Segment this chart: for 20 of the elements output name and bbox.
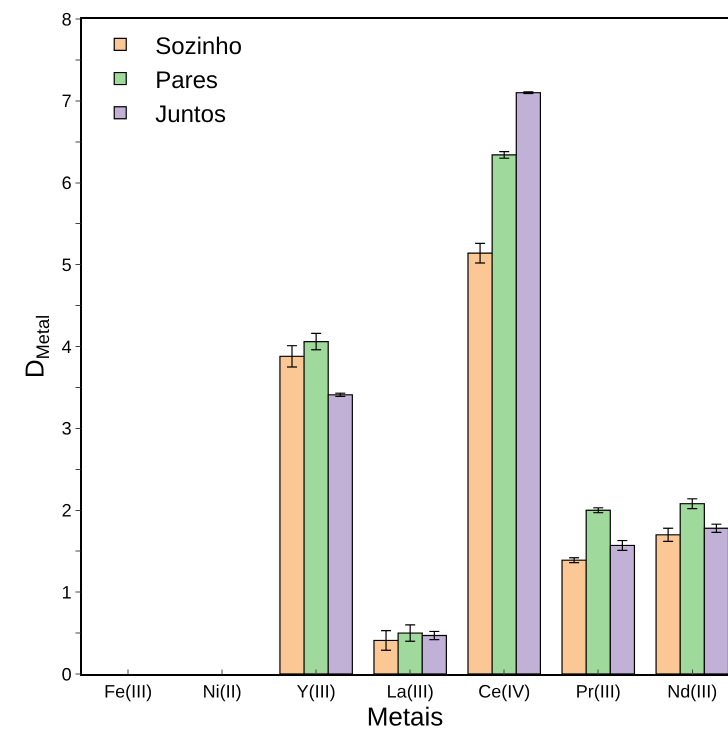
legend-label: Pares	[155, 66, 218, 94]
x-axis-title: Metais	[366, 701, 444, 732]
y-tick-label: 4	[62, 336, 72, 357]
y-tick-label: 7	[62, 91, 72, 112]
y-tick-label: 2	[62, 500, 72, 521]
x-tick-label: Y(III)	[296, 681, 336, 702]
y-tick-label: 6	[62, 173, 72, 194]
x-tick-label: La(III)	[386, 681, 434, 702]
x-tick-label: Nd(III)	[667, 681, 718, 702]
y-tick-label: 0	[62, 664, 72, 684]
x-tick-label: Ni(II)	[202, 681, 242, 702]
legend-label: Juntos	[155, 101, 226, 128]
y-tick-label: 3	[62, 418, 72, 439]
y-tick-label: 1	[62, 582, 72, 602]
x-tick-label: Ce(IV)	[478, 681, 530, 702]
y-tick-label: 8	[62, 9, 72, 30]
x-tick-label: Fe(III)	[104, 681, 152, 702]
y-tick-label: 5	[62, 254, 72, 275]
legend-label: Sozinho	[155, 32, 242, 60]
x-tick-label: Pr(III)	[576, 681, 621, 702]
